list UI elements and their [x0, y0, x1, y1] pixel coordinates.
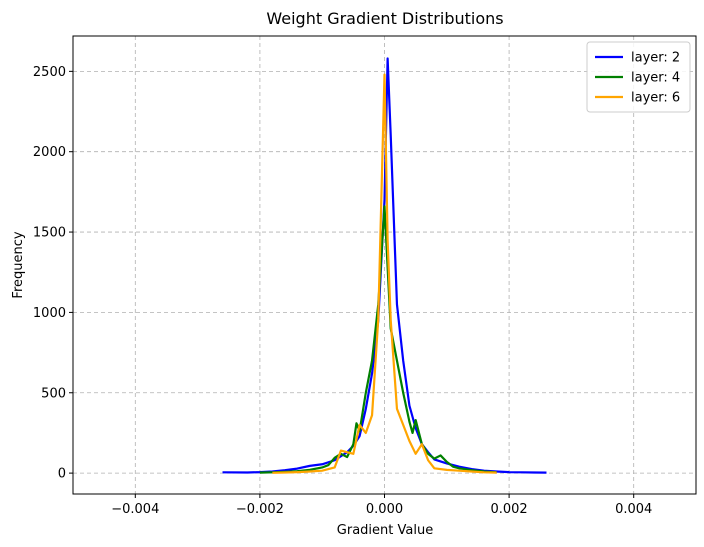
- y-tick-label: 1000: [33, 306, 66, 321]
- y-tick-label: 0: [58, 467, 66, 482]
- x-tick-label: 0.004: [615, 502, 652, 517]
- x-axis-label: Gradient Value: [337, 523, 433, 538]
- legend-label-1: layer: 2: [631, 51, 680, 66]
- y-axis-label: Frequency: [11, 231, 26, 298]
- x-tick-label: −0.002: [236, 502, 284, 517]
- y-tick-label: 1500: [33, 226, 66, 241]
- x-tick-label: 0.002: [490, 502, 527, 517]
- x-tick-label: 0.000: [366, 502, 403, 517]
- legend: layer: 2 layer: 4 layer: 6: [587, 42, 690, 112]
- chart-title: Weight Gradient Distributions: [266, 9, 503, 28]
- y-tick-label: 2000: [33, 145, 66, 160]
- y-tick-label: 2500: [33, 65, 66, 80]
- legend-label-3: layer: 6: [631, 91, 680, 106]
- legend-label-2: layer: 4: [631, 71, 680, 86]
- x-tick-label: −0.004: [111, 502, 159, 517]
- y-tick-label: 500: [41, 386, 66, 401]
